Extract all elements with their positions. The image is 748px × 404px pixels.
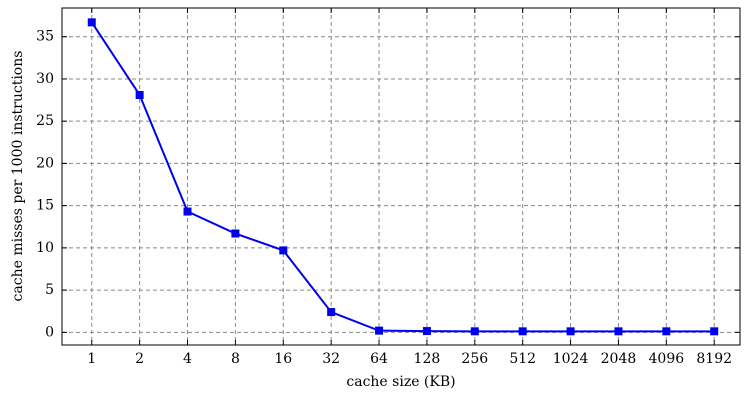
data-marker xyxy=(279,246,288,255)
data-marker xyxy=(87,18,96,27)
data-marker xyxy=(422,327,431,336)
x-tick-label: 2 xyxy=(135,351,144,367)
y-tick-label: 30 xyxy=(36,71,54,87)
data-marker xyxy=(231,229,240,238)
data-marker xyxy=(375,326,384,335)
x-tick-label: 128 xyxy=(414,351,441,367)
y-tick-label: 10 xyxy=(36,240,54,256)
y-axis-label: cache misses per 1000 instructions xyxy=(10,51,26,302)
data-marker xyxy=(614,327,623,336)
data-marker xyxy=(566,327,575,336)
x-tick-label: 4096 xyxy=(649,351,685,367)
y-tick-label: 20 xyxy=(36,155,54,171)
x-tick-label: 256 xyxy=(461,351,488,367)
y-tick-label: 25 xyxy=(36,113,54,129)
x-tick-label: 8 xyxy=(231,351,240,367)
plot-frame xyxy=(61,7,741,346)
data-marker xyxy=(183,207,192,216)
data-marker xyxy=(710,327,719,336)
x-tick-label: 16 xyxy=(274,351,292,367)
x-tick-label: 512 xyxy=(509,351,536,367)
x-tick-label: 8192 xyxy=(696,351,732,367)
x-tick-label: 64 xyxy=(370,351,388,367)
data-marker xyxy=(518,327,527,336)
x-tick-label: 1024 xyxy=(553,351,589,367)
y-tick-label: 15 xyxy=(36,198,54,214)
data-marker xyxy=(662,327,671,336)
x-tick-label: 2048 xyxy=(601,351,637,367)
data-line xyxy=(90,21,715,333)
y-tick-label: 5 xyxy=(45,282,54,298)
data-marker xyxy=(470,327,479,336)
y-tick-label: 35 xyxy=(36,29,54,45)
x-tick-label: 4 xyxy=(183,351,192,367)
x-tick-label: 32 xyxy=(322,351,340,367)
x-axis-label: cache size (KB) xyxy=(346,374,455,390)
x-tick-label: 1 xyxy=(87,351,96,367)
data-marker xyxy=(135,90,144,99)
y-tick-label: 0 xyxy=(45,324,54,340)
data-marker xyxy=(327,308,336,317)
